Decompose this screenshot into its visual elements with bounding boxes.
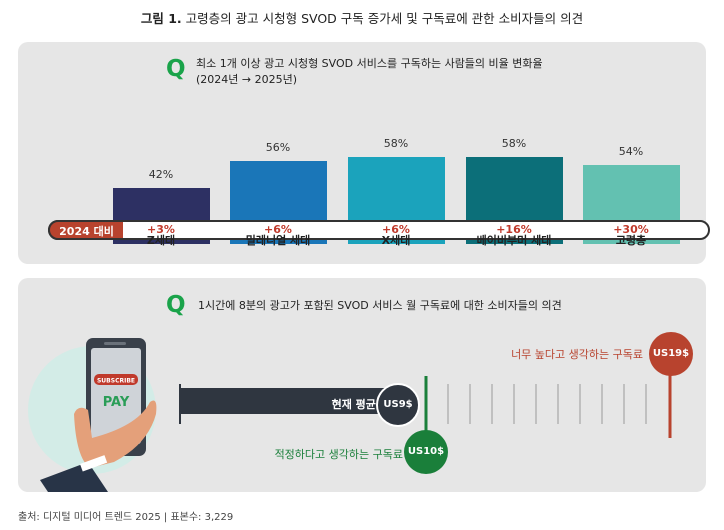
comparison-label: 2024 대비 bbox=[48, 220, 123, 240]
source-footer: 출처: 디지털 미디어 트렌드 2025 | 표본수: 3,229 bbox=[18, 512, 234, 523]
question-mark-icon: Q bbox=[166, 56, 186, 82]
current-price-bar bbox=[180, 388, 398, 414]
fair-price-label: 적정하다고 생각하는 구독료 bbox=[274, 448, 403, 461]
growth-label-2: +6% bbox=[382, 223, 410, 236]
subscribe-badge bbox=[94, 374, 138, 385]
category-label-3: 베이비부머 세대 bbox=[476, 234, 552, 247]
growth-label-0: +3% bbox=[147, 223, 175, 236]
figure-title-text: 고령층의 광고 시청형 SVOD 구독 증가세 및 구독료에 관한 소비자들의 … bbox=[185, 11, 584, 26]
subscribe-text: SUBSCRIBE bbox=[97, 378, 135, 385]
growth-label-3: +16% bbox=[496, 223, 532, 236]
question-mark-icon-2: Q bbox=[166, 292, 186, 318]
bar-value-label-0: 42% bbox=[148, 168, 174, 182]
growth-label-1: +6% bbox=[264, 223, 292, 236]
growth-label-4: +30% bbox=[613, 223, 649, 236]
panel-ad-svod-change: Q 최소 1개 이상 광고 시청형 SVOD 서비스를 구독하는 사람들의 비율… bbox=[18, 42, 710, 264]
high-price-label: 너무 높다고 생각하는 구독료 bbox=[511, 348, 643, 361]
sleeve bbox=[40, 462, 108, 492]
category-label-2: X세대 bbox=[381, 234, 411, 247]
figure-title: 그림 1. 고령층의 광고 시청형 SVOD 구독 증가세 및 구독료에 관한 … bbox=[0, 8, 724, 27]
bar-value-label-1: 56% bbox=[265, 140, 291, 154]
fair-price-badge: US10$ bbox=[404, 430, 448, 474]
panel2-question: 1시간에 8분의 광고가 포함된 SVOD 서비스 월 구독료에 대한 소비자들… bbox=[198, 299, 562, 312]
phone-payment-illustration: SUBSCRIBE PAY bbox=[28, 338, 157, 492]
category-label-1: 밀레니얼 세대 bbox=[245, 234, 311, 247]
pay-text: PAY bbox=[103, 395, 130, 410]
panel1-question: 최소 1개 이상 광고 시청형 SVOD 서비스를 구독하는 사람들의 비율 변… bbox=[196, 56, 543, 88]
panel1-question-line1: 최소 1개 이상 광고 시청형 SVOD 서비스를 구독하는 사람들의 비율 변… bbox=[196, 57, 543, 70]
current-price-badge: US9$ bbox=[376, 383, 420, 427]
hand-icon bbox=[74, 400, 157, 468]
price-ticks bbox=[403, 384, 647, 424]
panel-subscription-price: Q 1시간에 8분의 광고가 포함된 SVOD 서비스 월 구독료에 대한 소비… bbox=[18, 278, 706, 492]
category-label-4: 고령층 bbox=[615, 234, 647, 247]
panel1-question-line2: (2024년 → 2025년) bbox=[196, 73, 298, 86]
price-scale bbox=[179, 358, 672, 458]
bar-value-label-3: 58% bbox=[501, 136, 527, 150]
phone-screen bbox=[91, 348, 141, 444]
category-label-0: Z세대 bbox=[146, 234, 176, 247]
bar-value-label-2: 58% bbox=[383, 136, 409, 150]
bar-value-label-4: 54% bbox=[618, 144, 644, 158]
figure-number: 그림 1. bbox=[140, 11, 182, 26]
high-price-badge: US19$ bbox=[649, 332, 693, 376]
